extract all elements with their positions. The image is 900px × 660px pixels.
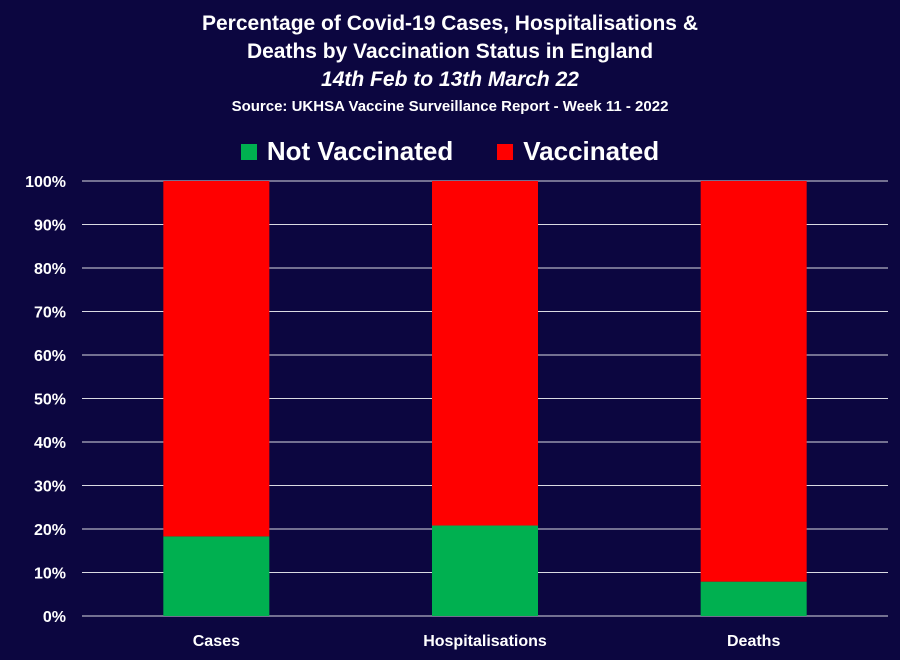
bar-cases-not-vaccinated — [163, 536, 270, 616]
bar-deaths-vaccinated — [700, 181, 807, 582]
bar-cases-vaccinated — [163, 181, 270, 537]
y-tick-label-100: 100% — [25, 174, 66, 191]
legend-label-vaccinated: Vaccinated — [523, 136, 660, 166]
legend-label-not-vaccinated: Not Vaccinated — [266, 136, 454, 166]
y-tick-label-40: 40% — [34, 435, 66, 452]
chart-title-line-2: Deaths by Vaccination Status in England — [246, 40, 654, 63]
y-tick-label-10: 10% — [34, 566, 66, 583]
legend-item-not-vaccinated: Not Vaccinated — [240, 136, 454, 167]
chart-titles: Percentage of Covid-19 Cases, Hospitalis… — [0, 10, 900, 118]
y-tick-label-20: 20% — [34, 522, 66, 539]
legend-swatch-not-vaccinated — [240, 143, 257, 160]
x-tick-label-cases: Cases — [193, 633, 240, 650]
y-tick-label-30: 30% — [34, 479, 66, 496]
x-tick-label-deaths: Deaths — [727, 633, 780, 650]
legend-item-vaccinated: Vaccinated — [497, 136, 659, 167]
chart-source: Source: UKHSA Vaccine Surveillance Repor… — [231, 98, 669, 115]
x-tick-label-hospitalisations: Hospitalisations — [423, 633, 547, 650]
legend: Not Vaccinated Vaccinated — [0, 136, 900, 167]
y-tick-label-70: 70% — [34, 305, 66, 322]
bar-hospitalisations-not-vaccinated — [432, 525, 538, 616]
chart-period: 14th Feb to 13th March 22 — [321, 68, 579, 91]
y-tick-label-80: 80% — [34, 261, 66, 278]
y-tick-label-50: 50% — [34, 392, 66, 409]
legend-swatch-vaccinated — [497, 143, 514, 160]
bar-hospitalisations-vaccinated — [432, 181, 538, 526]
bar-deaths-not-vaccinated — [700, 581, 807, 616]
chart-title-line-1: Percentage of Covid-19 Cases, Hospitalis… — [202, 12, 698, 35]
y-tick-label-60: 60% — [34, 348, 66, 365]
y-tick-label-90: 90% — [34, 218, 66, 235]
y-tick-label-0: 0% — [43, 609, 66, 626]
